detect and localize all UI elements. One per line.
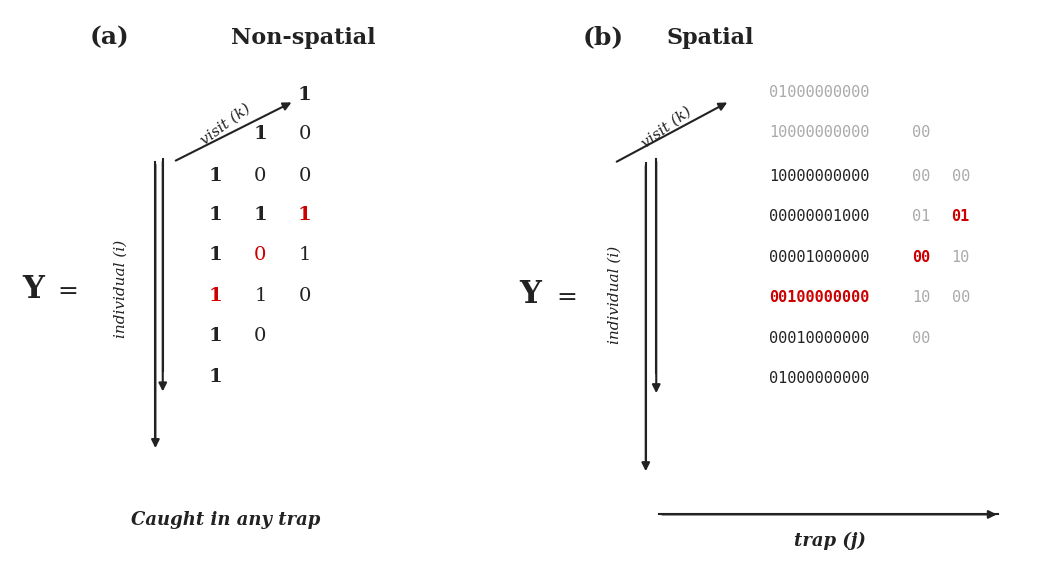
Text: 1: 1 [297,206,312,224]
Text: 0: 0 [254,246,267,265]
Text: 01000000000: 01000000000 [769,371,869,386]
Text: 00: 00 [951,290,970,305]
Text: 1: 1 [208,327,223,346]
Text: individual (i): individual (i) [607,246,622,344]
Text: 1: 1 [208,287,223,305]
Text: 01000000000: 01000000000 [769,85,869,100]
Text: 1: 1 [298,246,311,265]
Text: visit (k): visit (k) [639,104,694,150]
Text: 1: 1 [253,125,268,143]
Text: 0: 0 [298,287,311,305]
Text: 0: 0 [298,167,311,186]
Text: 01: 01 [911,209,930,224]
Text: 1: 1 [208,246,223,265]
Text: 1: 1 [208,167,223,186]
Text: individual (i): individual (i) [113,240,128,338]
Text: 1: 1 [208,368,223,386]
Text: 1: 1 [253,206,268,224]
Text: 00: 00 [911,169,930,184]
Text: trap (j): trap (j) [794,531,865,550]
Text: Y: Y [23,273,44,305]
Text: 0: 0 [254,327,267,346]
Text: 10000000000: 10000000000 [769,169,869,184]
Text: 00: 00 [951,169,970,184]
Text: 0: 0 [298,125,311,143]
Text: Non-spatial: Non-spatial [231,27,376,49]
Text: 10: 10 [951,250,970,265]
Text: 00001000000: 00001000000 [769,250,869,265]
Text: 00: 00 [911,250,930,265]
Text: 1: 1 [208,206,223,224]
Text: 10: 10 [911,290,930,305]
Text: 1: 1 [254,287,267,305]
Text: 1: 1 [297,86,312,105]
Text: 10000000000: 10000000000 [769,125,869,140]
Text: Spatial: Spatial [667,27,754,49]
Text: Caught in any trap: Caught in any trap [131,511,320,529]
Text: 00: 00 [911,125,930,140]
Text: (a): (a) [89,25,129,50]
Text: =: = [556,286,578,309]
Text: 00000001000: 00000001000 [769,209,869,224]
Text: =: = [58,280,79,303]
Text: (b): (b) [583,25,624,50]
Text: visit (k): visit (k) [198,101,253,147]
Text: Y: Y [520,279,541,310]
Text: 00: 00 [911,331,930,346]
Text: 01: 01 [951,209,970,224]
Text: 0: 0 [254,167,267,186]
Text: 00010000000: 00010000000 [769,331,869,346]
Text: 00100000000: 00100000000 [769,290,869,305]
